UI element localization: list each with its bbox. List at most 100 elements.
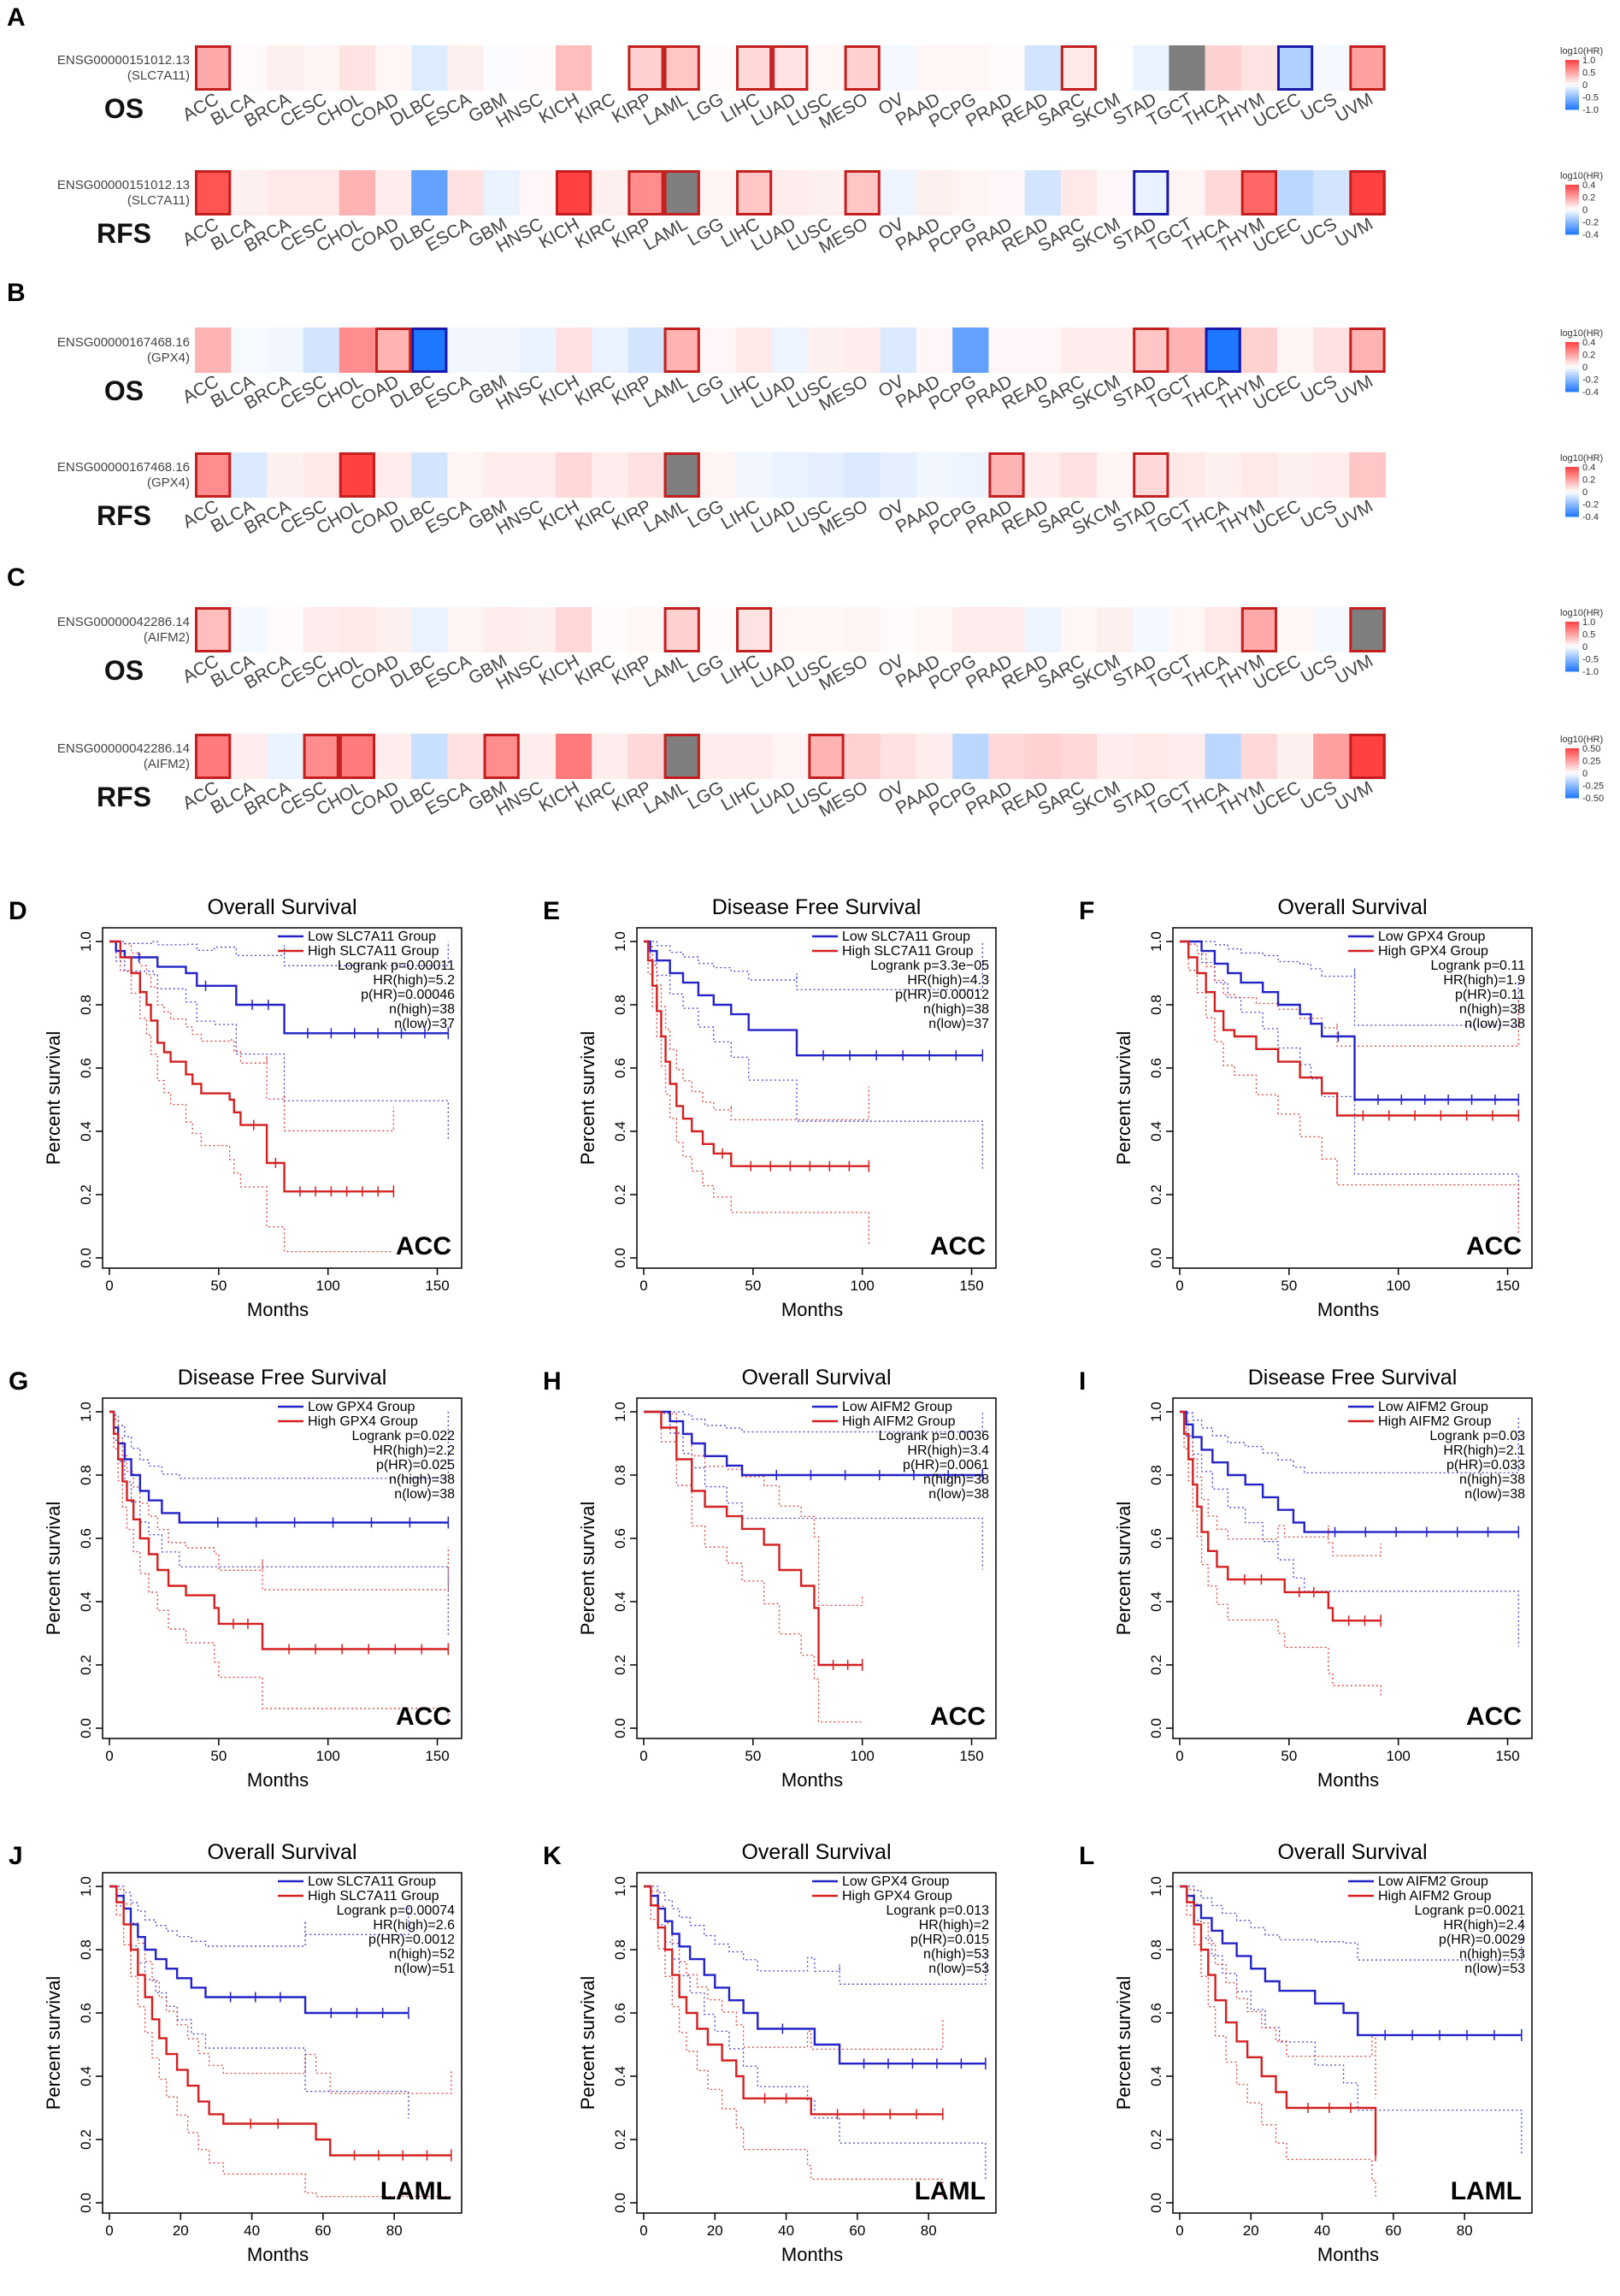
heatmap-cell [519, 328, 557, 373]
legend-gradient-segment [1565, 211, 1579, 215]
legend-gradient-segment [1565, 636, 1579, 640]
heatmap-cell [808, 607, 845, 652]
significance-box [844, 170, 881, 215]
significance-box [736, 45, 773, 91]
significance-box [736, 607, 773, 652]
legend-gradient-segment [1565, 89, 1579, 93]
heatmap-cell [1024, 170, 1062, 215]
legend-gradient-segment [1565, 623, 1579, 628]
y-axis-label: Percent survival [43, 1976, 64, 2110]
y-tick-label: 0.6 [1148, 1528, 1164, 1549]
km-plot: K Overall Survival 0.0 0.2 0.4 0.6 0.8 1.0 0 20 40… [543, 1840, 997, 2265]
legend-stat-label: n(low)=37 [394, 1017, 455, 1031]
heatmap-cell [556, 452, 592, 498]
legend-tick-label: -0.25 [1582, 782, 1604, 792]
heatmap-cell [592, 607, 628, 652]
endpoint-label: OS [104, 375, 144, 406]
legend-gradient-segment [1565, 795, 1579, 799]
heatmap-cell [592, 734, 628, 779]
legend-stat-label: p(HR)=0.0029 [1439, 1933, 1525, 1947]
y-tick-label: 0.8 [612, 1465, 628, 1485]
legend-gradient-segment [1565, 199, 1579, 203]
legend-gradient-segment [1565, 189, 1579, 193]
y-tick-label: 0.8 [1148, 1939, 1164, 1960]
legend-gradient-segment [1565, 492, 1579, 495]
legend-gradient-segment [1565, 354, 1579, 357]
legend-group-label: Low SLC7A11 Group [308, 1874, 436, 1889]
legend-gradient-segment [1565, 384, 1579, 387]
heatmap-cell [736, 170, 773, 215]
heatmap-cell [1024, 452, 1062, 498]
legend-gradient-segment [1565, 379, 1579, 382]
legend-group-label: Low AIFM2 Group [842, 1400, 952, 1414]
y-axis-label: Percent survival [577, 1976, 598, 2110]
legend-tick-label: -0.4 [1582, 512, 1599, 522]
significance-box [483, 734, 520, 779]
heatmap-cell [231, 734, 268, 779]
legend-group-label: Low SLC7A11 Group [308, 930, 436, 944]
x-tick-label: 0 [105, 2222, 113, 2239]
gene-id-label: ENSG00000167468.16 [57, 335, 190, 350]
heatmap-cell [1060, 328, 1098, 373]
legend-gradient-segment [1565, 629, 1579, 633]
high-survival-curve [644, 940, 869, 1167]
legend-group-label: Low GPX4 Group [1378, 930, 1486, 944]
y-tick-label: 0.4 [612, 2066, 628, 2086]
x-tick-label: 150 [425, 1278, 449, 1294]
legend-gradient-segment [1565, 626, 1579, 630]
high-survival-curve [644, 1885, 943, 2116]
heatmap-cell [772, 170, 809, 215]
heatmap-cell [627, 45, 665, 91]
legend-gradient-segment [1565, 186, 1579, 191]
legend-gradient-segment [1565, 67, 1579, 71]
significance-box [195, 734, 232, 779]
plot-frame [1172, 927, 1533, 1269]
legend-gradient-segment [1565, 229, 1579, 233]
heatmap-cell [483, 45, 521, 91]
heatmap-cell [952, 45, 989, 91]
heatmap-cell [1277, 45, 1314, 91]
legend-gradient-segment [1565, 790, 1579, 794]
legend-gradient-segment [1565, 669, 1579, 672]
legend-group-label: High SLC7A11 Group [842, 944, 974, 959]
heatmap-cell [592, 45, 628, 91]
y-tick-label: 0.2 [612, 1184, 628, 1205]
heatmap-cell [1133, 734, 1169, 779]
legend-gradient-segment [1565, 753, 1579, 757]
heatmap-cell [519, 452, 557, 498]
km-plot: D Overall Survival 0.0 0.2 0.4 0.6 0.8 1.0 0 50 10… [9, 895, 462, 1320]
significance-box [1133, 452, 1169, 498]
y-tick-label: 0.2 [612, 2129, 628, 2150]
heatmap-cell [411, 45, 448, 91]
plot-frame [636, 1397, 997, 1739]
heatmap-cell [1060, 45, 1098, 91]
legend-gradient-segment [1565, 755, 1579, 759]
low-ci-upper [644, 1886, 987, 1985]
x-tick-label: 50 [210, 1748, 227, 1764]
legend-stat-label: Logrank p=0.0021 [1415, 1903, 1526, 1918]
panel-letter: J [9, 1842, 23, 1870]
heatmap-cell [699, 452, 737, 498]
plot-title: Overall Survival [207, 1840, 356, 1864]
y-tick-label: 0.0 [612, 1248, 628, 1268]
legend-gradient-segment [1565, 641, 1579, 645]
gene-id-label: ENSG00000167468.16 [57, 460, 190, 475]
heatmap-cell [916, 328, 953, 373]
heatmap-cell [195, 452, 232, 498]
km-plot: I Disease Free Survival 0.0 0.2 0.4 0.6 0.8 1.0… [1079, 1366, 1533, 1791]
heatmap-cell [952, 328, 989, 373]
km-plot: G Disease Free Survival 0.0 0.2 0.4 0.6 0.8 1.0… [9, 1366, 462, 1791]
heatmap-cell [627, 734, 665, 779]
gene-symbol-label: (SLC7A11) [127, 193, 190, 208]
plot-title: Overall Survival [1277, 895, 1427, 919]
y-axis-label: Percent survival [43, 1502, 64, 1636]
legend-stat-label: p(HR)=0.025 [376, 1458, 455, 1473]
y-tick-label: 0.6 [612, 1528, 628, 1549]
high-ci-upper [109, 1411, 449, 1591]
legend-stat-label: n(low)=38 [1464, 1487, 1525, 1502]
heatmap-cell [699, 170, 737, 215]
legend-tick-label: -1.0 [1582, 105, 1599, 115]
endpoint-label: OS [104, 655, 144, 686]
legend-stat-label: n(low)=51 [394, 1962, 455, 1976]
heatmap-cell [1240, 170, 1278, 215]
